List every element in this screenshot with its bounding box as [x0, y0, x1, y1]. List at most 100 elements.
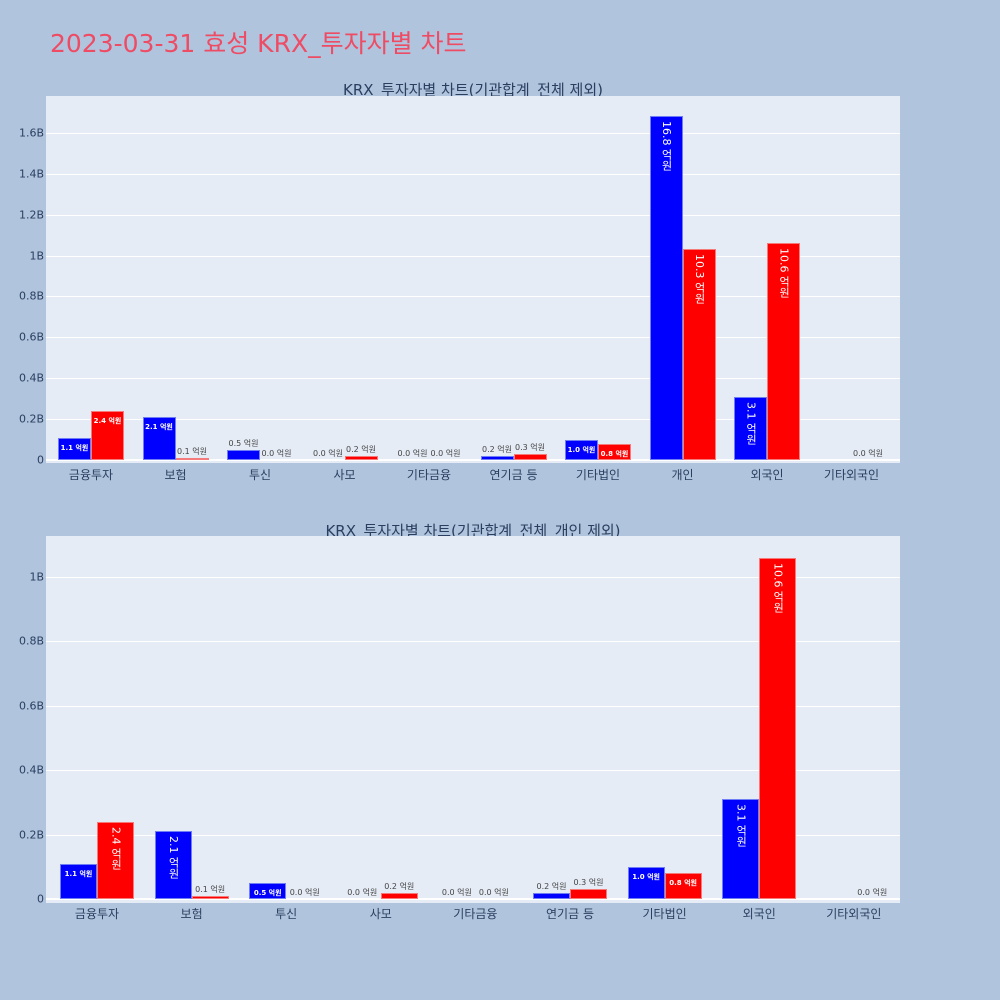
bar-value-label: 0.1 억원: [195, 884, 226, 894]
buy-bar[interactable]: 2.1 억원: [142, 417, 176, 460]
bar-value-label: 0.3 억원: [573, 878, 604, 888]
bar-value-label: 0.0 억원: [853, 449, 883, 458]
sell-bar[interactable]: [344, 455, 378, 460]
page-title: 2023-03-31 효성 KRX_투자자별 차트: [50, 29, 467, 58]
bar-value-label: 1.0 억원: [632, 872, 660, 881]
chart2-title: KRX_투자자별 차트(기관합계_전체_개인 제외): [325, 522, 621, 540]
sell-bar[interactable]: 2.4 억원: [97, 821, 134, 899]
sell-bar[interactable]: 10.6 억원: [767, 243, 800, 460]
buy-bar[interactable]: 3.1 억원: [734, 396, 767, 460]
gridline: [46, 214, 900, 216]
chart2-plot-area: 0 0.2B 0.4B 0.6B 0.8B 1B 금융투자 1.1 억원 2.4 억원 보험 2.1…: [19, 536, 900, 921]
bar-value-label: 0.2 억원: [384, 881, 415, 891]
sell-bar[interactable]: [570, 889, 607, 899]
buy-bar[interactable]: 1.0 억원: [627, 866, 665, 899]
buy-bar[interactable]: 1.1 억원: [60, 863, 97, 899]
bar-value-label: 1.1 억원: [60, 443, 89, 452]
y-tick-label: 0.6B: [18, 699, 44, 713]
buy-bar[interactable]: 1.1 억원: [58, 437, 91, 460]
bar-value-label: 0.0 억원: [478, 888, 509, 897]
y-tick-label: 1.2B: [18, 208, 44, 222]
bar-value-label: 2.1 억원: [145, 423, 173, 432]
y-tick-label: 0.8B: [18, 634, 44, 648]
sell-bar[interactable]: 0.8 억원: [598, 443, 631, 460]
bar-value-label: 3.1 억원: [744, 401, 758, 445]
y-tick-label: 0: [37, 453, 44, 467]
gridline: [46, 898, 900, 900]
x-tick-label: 금융투자: [68, 468, 114, 482]
x-tick-label: 금융투자: [74, 907, 120, 921]
buy-bar[interactable]: 3.1 억원: [722, 799, 760, 899]
x-tick-label: 보험: [164, 468, 187, 482]
y-tick-label: 1.6B: [18, 126, 44, 140]
sell-bar[interactable]: 0.8 억원: [664, 873, 702, 899]
bar-value-label: 0.0 억원: [289, 888, 320, 897]
x-tick-label: 기타법인: [575, 468, 621, 482]
buy-bar[interactable]: [533, 892, 570, 899]
y-tick-label: 0.8B: [18, 289, 44, 303]
bar-value-label: 2.4 억원: [93, 416, 122, 425]
gridline: [46, 296, 900, 298]
x-tick-label: 기타외국인: [826, 907, 882, 921]
y-tick-label: 0.2B: [18, 412, 44, 426]
bar-value-label: 0.0 억원: [397, 449, 428, 458]
y-tick-label: 0: [37, 892, 44, 906]
gridline: [46, 577, 900, 578]
sell-bar[interactable]: [513, 453, 547, 460]
gridline: [46, 173, 900, 175]
bar-value-label: 0.8 억원: [600, 449, 629, 458]
bar-value-label: 10.6 억원: [777, 248, 791, 299]
buy-bar[interactable]: [480, 455, 514, 460]
bar-value-label: 1.1 억원: [64, 869, 93, 878]
sell-bar[interactable]: 2.4 억원: [91, 410, 124, 460]
buy-bar[interactable]: 2.1 억원: [154, 831, 192, 899]
sell-bar[interactable]: [175, 457, 209, 460]
sell-bar[interactable]: [380, 892, 418, 899]
buy-bar[interactable]: 1.0 억원: [565, 439, 598, 460]
bar-value-label: 0.0 억원: [261, 449, 292, 458]
y-tick-label: 1B: [29, 570, 44, 584]
buy-bar[interactable]: 16.8 억원: [649, 116, 683, 460]
y-tick-label: 0.2B: [18, 828, 44, 842]
bar-value-label: 0.3 억원: [515, 442, 545, 452]
gridline: [46, 770, 900, 772]
x-tick-label: 개인: [671, 468, 694, 482]
gridline: [46, 705, 900, 707]
chart1-plot-area: 0 0.2B 0.4B 0.6B 0.8B 1B 1.2B 1.4B 1.6B 금융투자 1.1 억…: [19, 96, 900, 482]
gridline: [46, 337, 900, 339]
y-tick-label: 1B: [29, 249, 44, 262]
sell-bar[interactable]: [191, 895, 229, 899]
gridline: [46, 378, 900, 380]
gridline: [46, 834, 900, 836]
bar-value-label: 0.0 억원: [347, 888, 378, 897]
buy-bar[interactable]: [227, 449, 260, 460]
bar-value-label: 0.5 억원: [228, 438, 259, 448]
sell-bar[interactable]: 10.3 억원: [682, 249, 716, 460]
x-tick-label: 투신: [248, 468, 272, 482]
x-tick-label: 기타금융: [453, 907, 498, 921]
bar-value-label: 0.5 억원: [253, 888, 282, 897]
gridline: [46, 255, 900, 257]
x-tick-label: 기타금융: [406, 468, 452, 482]
y-tick-label: 0.6B: [18, 330, 44, 344]
buy-bar[interactable]: 0.5 억원: [249, 882, 287, 899]
x-tick-label: 사모: [333, 468, 356, 482]
bar-value-label: 0.0 억원: [857, 888, 888, 897]
x-tick-label: 사모: [369, 907, 392, 921]
y-tick-label: 0.4B: [18, 371, 44, 385]
y-tick-label: 0.4B: [18, 763, 44, 777]
x-tick-label: 투신: [275, 907, 298, 921]
bar-value-label: 1.0 억원: [567, 445, 596, 454]
bar-value-label: 10.3 억원: [693, 254, 706, 305]
bar-value-label: 2.4 억원: [109, 826, 123, 870]
bar-value-label: 0.8 억원: [669, 879, 697, 888]
gridline: [46, 419, 900, 421]
x-tick-label: 외국인: [750, 468, 784, 482]
x-tick-label: 연기금 등: [489, 468, 538, 482]
bar-value-label: 2.1 억원: [167, 836, 181, 880]
y-tick-label: 1.4B: [18, 167, 44, 181]
bar-value-label: 16.8 억원: [660, 121, 673, 172]
sell-bar[interactable]: 10.6 억원: [759, 557, 797, 899]
bar-value-label: 0.1 억원: [177, 446, 207, 456]
bar-value-label: 0.2 억원: [346, 444, 376, 454]
